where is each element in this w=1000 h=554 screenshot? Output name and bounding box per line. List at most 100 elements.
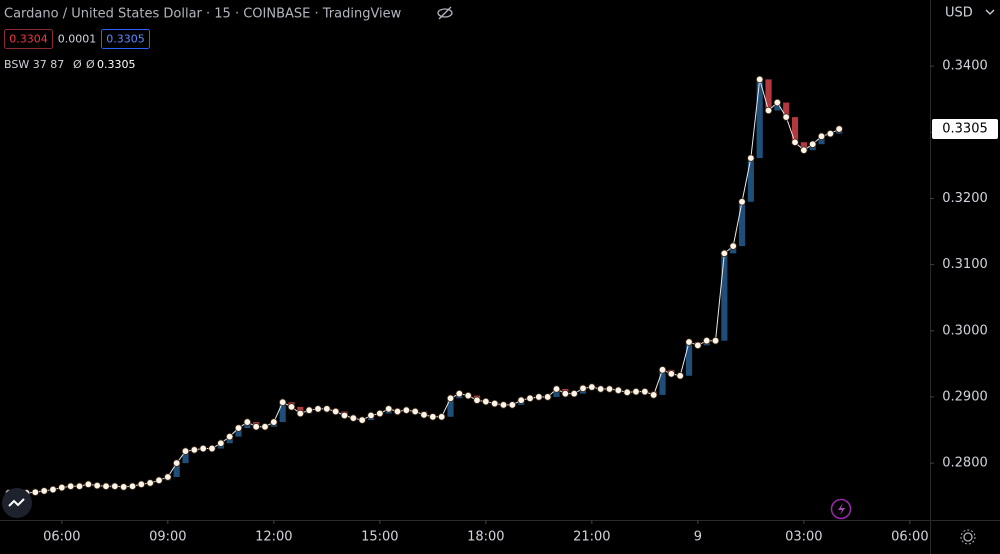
- indicator-value: 0.3305: [97, 58, 136, 71]
- candle-body: [774, 102, 781, 111]
- bid: 0.3304: [9, 33, 48, 46]
- price-dot: [323, 405, 331, 413]
- price-dot: [252, 423, 260, 431]
- price-dot: [835, 125, 843, 133]
- bid-box[interactable]: [4, 29, 53, 49]
- price-dot: [773, 98, 782, 107]
- price-dot: [49, 485, 57, 494]
- price-dot: [596, 385, 605, 393]
- price-dot: [376, 409, 384, 418]
- price-dot: [561, 389, 570, 398]
- price-dot: [685, 338, 693, 346]
- candle-body: [783, 102, 790, 118]
- logo-mark: [8, 498, 25, 507]
- price-dot: [181, 447, 190, 455]
- price-dot: [75, 482, 84, 490]
- icon-ring: [830, 498, 852, 520]
- price-dot: [225, 432, 234, 441]
- price-dot: [305, 406, 313, 414]
- price-dot: [747, 154, 755, 162]
- price-dot: [711, 337, 720, 345]
- price-dot: [526, 394, 534, 402]
- price-dot: [623, 388, 631, 397]
- y-tick-label: 0.3000: [942, 323, 988, 338]
- price-dot: [296, 409, 305, 418]
- y-tick-label: 0.3400: [942, 59, 988, 74]
- price-dot: [367, 411, 375, 420]
- spread: 0.0001: [58, 33, 97, 46]
- settings-icon[interactable]: [960, 529, 976, 545]
- currency-caret: [985, 9, 995, 15]
- price-dot: [119, 483, 128, 491]
- price-dot: [331, 407, 340, 416]
- price-dot: [755, 75, 764, 84]
- price-dot: [137, 480, 146, 488]
- price-dot: [632, 387, 640, 396]
- price-dot: [420, 411, 428, 419]
- last-price-label: 0.3305: [942, 122, 988, 137]
- x-tick-label: 9: [694, 530, 702, 545]
- price-dot: [482, 397, 490, 406]
- currency[interactable]: USD: [945, 6, 973, 21]
- price-dot: [517, 396, 525, 404]
- price-dot: [270, 418, 278, 426]
- chart-title: Cardano / United States Dollar · 15 · CO…: [4, 7, 402, 22]
- gear-teeth: [960, 529, 976, 545]
- price-dot: [93, 481, 101, 490]
- x-tick-label: 06:00: [891, 530, 928, 545]
- replay-icon[interactable]: [830, 498, 852, 520]
- logo: [2, 488, 32, 518]
- price-dot: [782, 113, 790, 121]
- price-dot: [199, 444, 207, 453]
- candle-body: [721, 253, 728, 341]
- candle-body: [765, 79, 772, 111]
- price-dot: [155, 476, 163, 485]
- price-dot: [764, 106, 773, 115]
- price-dot: [208, 444, 216, 453]
- candle-body: [791, 117, 799, 143]
- price-dot: [190, 446, 199, 454]
- price-dot: [31, 488, 40, 496]
- price-dot: [676, 372, 684, 380]
- price-dot: [358, 416, 366, 424]
- price-dot: [287, 403, 296, 411]
- price-dot: [570, 389, 578, 398]
- y-tick-label: 0.3100: [942, 257, 988, 272]
- price-dot: [738, 198, 746, 206]
- candle-body: [659, 369, 666, 395]
- candle-body: [685, 342, 693, 376]
- candle-body: [173, 463, 180, 477]
- price-dot: [641, 387, 649, 396]
- price-dot: [791, 138, 799, 146]
- candle-body: [447, 398, 454, 417]
- indicator-value: Ø: [73, 58, 82, 71]
- price-dot: [393, 407, 402, 416]
- price-dot: [128, 482, 137, 490]
- price-dot: [808, 140, 817, 148]
- x-tick-label: 21:00: [573, 530, 610, 545]
- price-dot: [172, 459, 181, 467]
- candle-body: [738, 201, 746, 247]
- price-dot: [667, 370, 676, 378]
- price-dot: [490, 399, 499, 408]
- price-dot: [826, 129, 835, 138]
- price-dot: [66, 482, 75, 490]
- price-dot: [340, 411, 349, 420]
- ask-box[interactable]: [101, 29, 150, 49]
- candle-body: [235, 428, 242, 437]
- candle-body: [756, 79, 763, 159]
- price-dot: [499, 401, 508, 409]
- x-tick-label: 09:00: [149, 530, 186, 545]
- icon-bolt: [838, 503, 845, 515]
- indicator-name: BSW 37 87: [4, 58, 64, 71]
- price-dot: [464, 391, 472, 400]
- hide-icon[interactable]: [437, 6, 453, 20]
- last-price-box: [932, 119, 998, 140]
- y-tick-label: 0.3200: [942, 191, 988, 206]
- price-dot: [146, 479, 154, 487]
- price-dot: [552, 385, 561, 393]
- price-dot: [702, 337, 711, 345]
- price-dot: [720, 249, 729, 258]
- x-tick-label: 18:00: [467, 530, 504, 545]
